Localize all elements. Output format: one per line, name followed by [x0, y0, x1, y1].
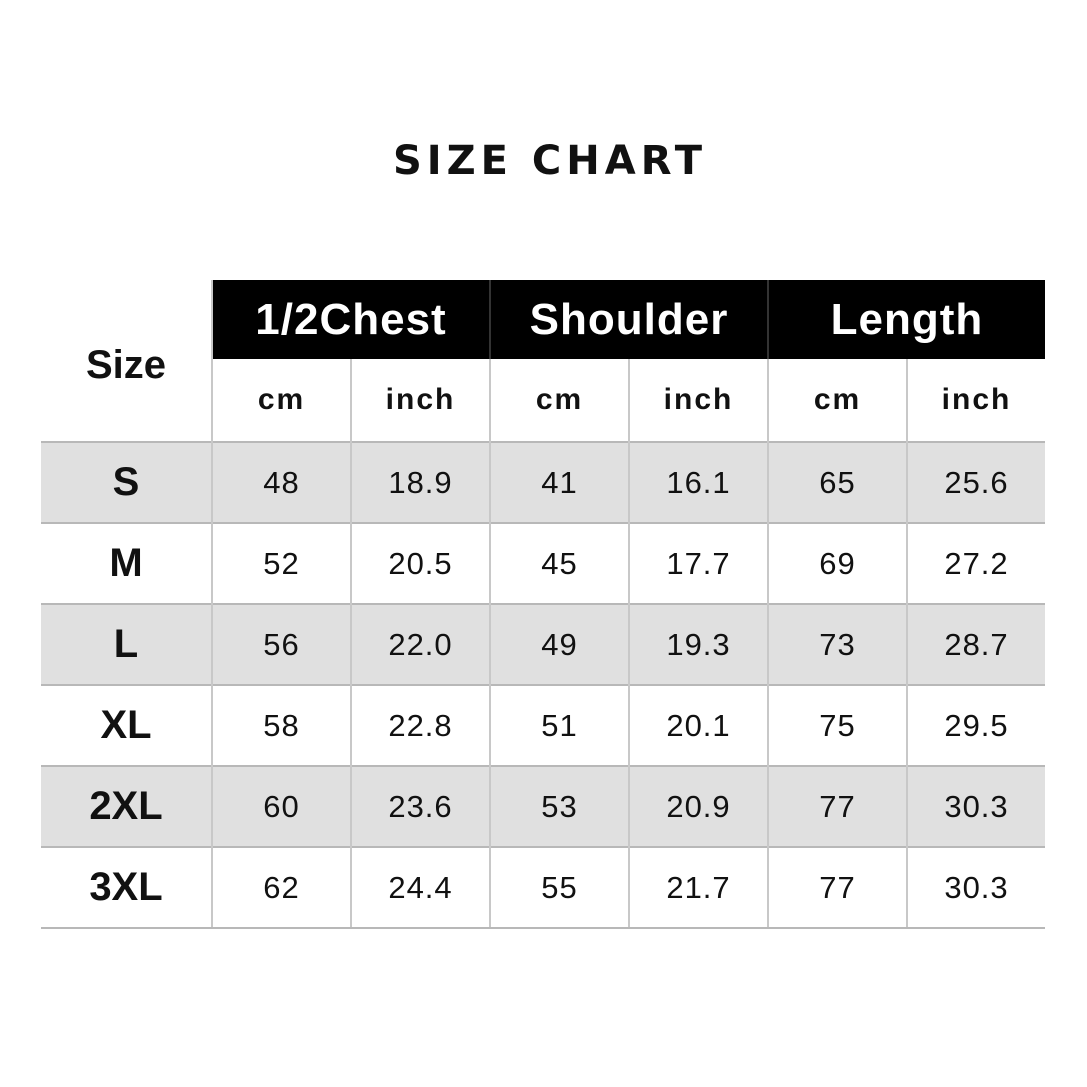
- measurement-cell: 21.7: [629, 846, 769, 929]
- measurement-cell: 20.9: [629, 765, 769, 847]
- size-label: S: [41, 441, 213, 523]
- measurement-cell: 62: [212, 846, 352, 929]
- group-header-shoulder: Shoulder: [490, 280, 769, 359]
- measurement-cell: 75: [768, 684, 908, 766]
- size-label: L: [41, 603, 213, 685]
- table-row: 3XL 62 24.4 55 21.7 77 30.3: [41, 846, 1045, 929]
- measurement-cell: 30.3: [907, 765, 1045, 847]
- measurement-cell: 69: [768, 522, 908, 604]
- measurement-cell: 23.6: [351, 765, 491, 847]
- measurement-cell: 49: [490, 603, 630, 685]
- measurement-cell: 30.3: [907, 846, 1045, 929]
- measurement-cell: 29.5: [907, 684, 1045, 766]
- measurement-cell: 56: [212, 603, 352, 685]
- measurement-cell: 25.6: [907, 441, 1045, 523]
- measurement-cell: 22.0: [351, 603, 491, 685]
- measurement-cell: 17.7: [629, 522, 769, 604]
- measurement-cell: 77: [768, 765, 908, 847]
- page-title: SIZE CHART: [392, 138, 708, 184]
- measurement-cell: 19.3: [629, 603, 769, 685]
- measurement-cell: 45: [490, 522, 630, 604]
- measurement-cell: 65: [768, 441, 908, 523]
- unit-header: cm: [212, 359, 352, 442]
- measurement-cell: 60: [212, 765, 352, 847]
- measurement-cell: 48: [212, 441, 352, 523]
- group-header-chest: 1/2Chest: [212, 280, 491, 359]
- measurement-cell: 55: [490, 846, 630, 929]
- table-row: 2XL 60 23.6 53 20.9 77 30.3: [41, 765, 1045, 847]
- table-row: M 52 20.5 45 17.7 69 27.2: [41, 522, 1045, 604]
- unit-header: inch: [629, 359, 769, 442]
- unit-header: cm: [490, 359, 630, 442]
- measurement-cell: 73: [768, 603, 908, 685]
- unit-header: inch: [941, 383, 1012, 416]
- measurement-cell: 53: [490, 765, 630, 847]
- measurement-cell: 22.8: [351, 684, 491, 766]
- size-chart-table: Size 1/2Chest Shoulder Length cm inch cm…: [41, 280, 1045, 929]
- group-header-length: Length: [768, 280, 1045, 359]
- measurement-cell: 51: [490, 684, 630, 766]
- measurement-cell: 41: [490, 441, 630, 523]
- measurement-cell: 20.5: [351, 522, 491, 604]
- measurement-cell: 24.4: [351, 846, 491, 929]
- unit-header: cm: [768, 359, 908, 442]
- unit-header: inch: [351, 359, 491, 442]
- measurement-cell: 58: [212, 684, 352, 766]
- size-label: XL: [41, 684, 213, 766]
- measurement-cell: 77: [768, 846, 908, 929]
- size-label: 3XL: [41, 846, 213, 929]
- size-column-header: Size: [41, 280, 213, 442]
- measurement-cell: 18.9: [351, 441, 491, 523]
- table-row: S 48 18.9 41 16.1 65 25.6: [41, 441, 1045, 523]
- measurement-cell: 28.7: [907, 603, 1045, 685]
- size-label: M: [41, 522, 213, 604]
- measurement-cell: 27.2: [907, 522, 1045, 604]
- table-body: S 48 18.9 41 16.1 65 25.6 M 52 20.5 45 17.7 69 27.2 L 5…: [41, 441, 1045, 929]
- table-row: L 56 22.0 49 19.3 73 28.7: [41, 603, 1045, 685]
- size-label: 2XL: [41, 765, 213, 847]
- measurement-cell: 20.1: [629, 684, 769, 766]
- measurement-cell: 52: [212, 522, 352, 604]
- measurement-cell: 16.1: [629, 441, 769, 523]
- table-row: XL 58 22.8 51 20.1 75 29.5: [41, 684, 1045, 766]
